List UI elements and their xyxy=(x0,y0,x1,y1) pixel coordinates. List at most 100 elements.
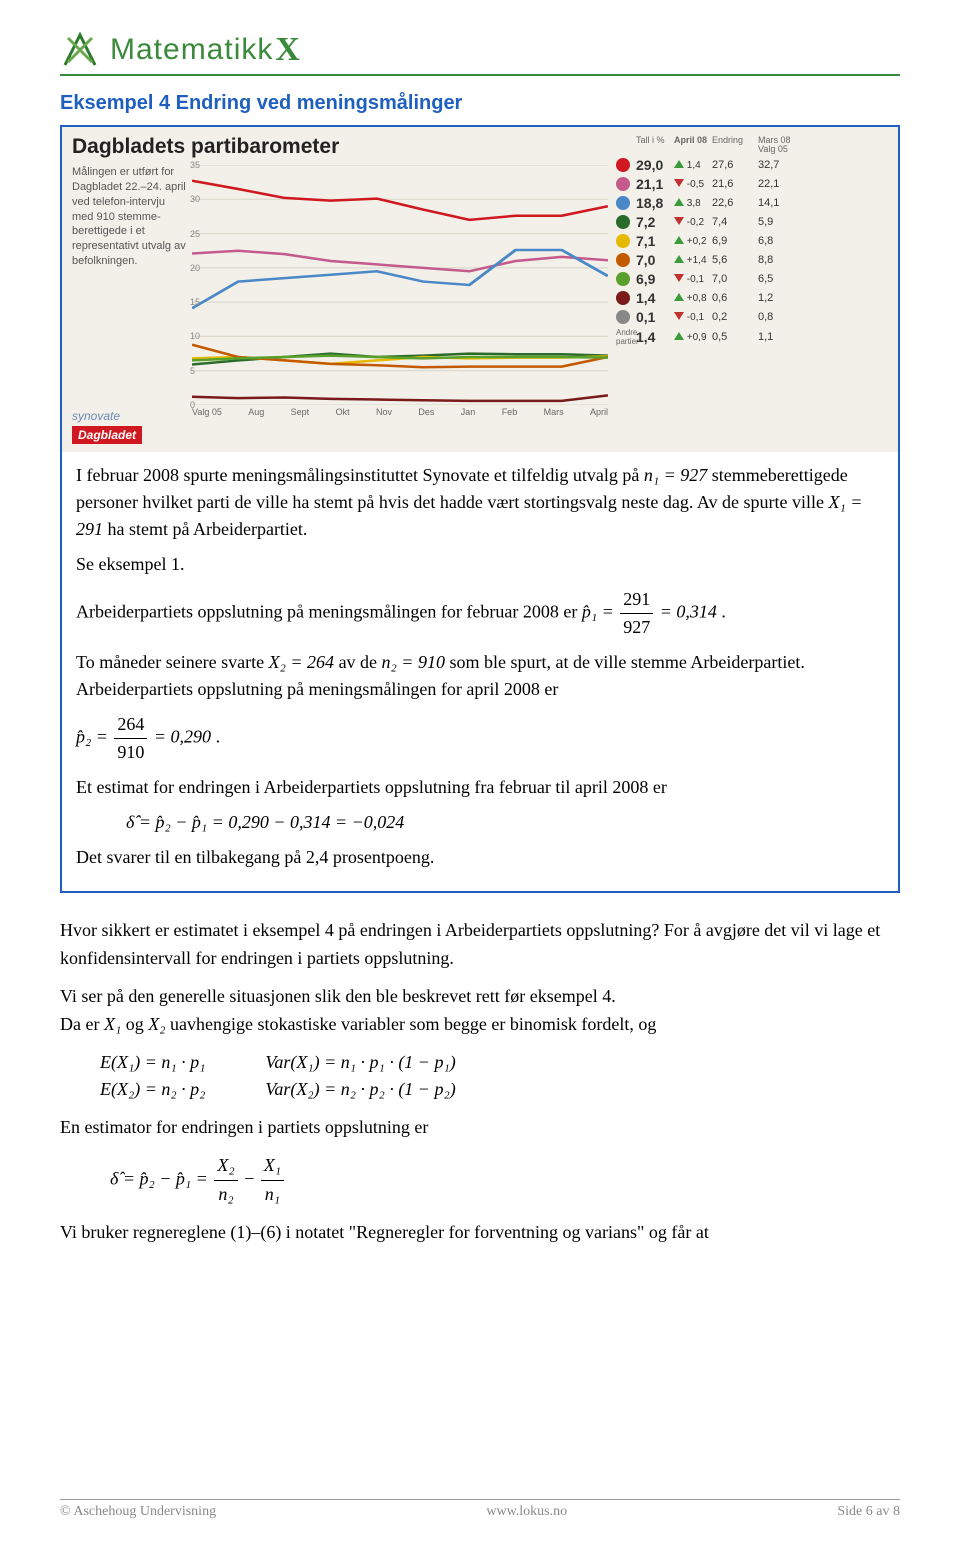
example-body: I februar 2008 spurte meningsmålingsinst… xyxy=(62,452,898,871)
mars-value: 0,5 xyxy=(712,331,758,343)
denominator: n₁ xyxy=(261,1181,284,1209)
party-icon xyxy=(616,310,630,324)
mars-value: 7,4 xyxy=(712,216,758,228)
triangle-down-icon xyxy=(674,312,684,320)
footer-center: www.lokus.no xyxy=(486,1504,567,1520)
math-eq: Var(X₂) = n₂ · p₂ · (1 − p₂) xyxy=(265,1076,455,1104)
value: 1,4 xyxy=(636,329,674,345)
triangle-up-icon xyxy=(674,332,684,340)
valg-value: 6,5 xyxy=(758,273,802,285)
chart-table-row: 7,1 +0,26,96,8 xyxy=(616,233,888,249)
party-icon xyxy=(616,177,630,191)
xtick-label: Des xyxy=(418,407,434,444)
party-icon xyxy=(616,215,630,229)
chart-table-row: 0,1 -0,10,20,8 xyxy=(616,309,888,325)
valg-value: 0,8 xyxy=(758,311,802,323)
triangle-up-icon xyxy=(674,198,684,206)
value: 1,4 xyxy=(636,290,674,306)
change: -0,2 xyxy=(674,216,712,228)
math: X₂ = 264 xyxy=(269,652,334,672)
example-box: Dagbladets partibarometer Målingen er ut… xyxy=(60,125,900,893)
text: uavhengige stokastiske variabler som beg… xyxy=(170,1014,656,1034)
mars-value: 27,6 xyxy=(712,159,758,171)
chart-plot: 05101520253035 xyxy=(192,165,608,405)
mars-value: 5,6 xyxy=(712,254,758,266)
example-title: Eksempel 4 Endring ved meningsmålinger xyxy=(60,92,900,115)
math-eq: E(X₁) = n₁ · p₁ xyxy=(100,1049,205,1077)
mars-value: 7,0 xyxy=(712,273,758,285)
mars-value: 0,2 xyxy=(712,311,758,323)
footer-left: © Aschehoug Undervisning xyxy=(60,1504,216,1520)
text: . xyxy=(216,727,221,747)
chart-table-row: 21,1 -0,521,622,1 xyxy=(616,176,888,192)
math-eq: δ̂ = p̂₂ − p̂₁ = 0,290 − 0,314 = −0,024 xyxy=(126,809,884,836)
math: p̂₂ = xyxy=(76,727,108,747)
math: − xyxy=(244,1169,254,1189)
party-icon xyxy=(616,291,630,305)
chart-table-row: 29,0 1,427,632,7 xyxy=(616,157,888,173)
text: av de xyxy=(339,652,382,672)
denominator: n₂ xyxy=(214,1181,237,1209)
math-eq: Var(X₁) = n₁ · p₁ · (1 − p₁) xyxy=(265,1049,455,1077)
value: 7,2 xyxy=(636,214,674,230)
math: p̂₁ = xyxy=(582,602,614,622)
value: 0,1 xyxy=(636,309,674,325)
logo-icon xyxy=(60,30,100,70)
math: δ̂ = p̂₂ − p̂₁ = xyxy=(110,1169,208,1189)
xtick-label: Okt xyxy=(336,407,350,444)
valg-value: 6,8 xyxy=(758,235,802,247)
text: Da er xyxy=(60,1014,104,1034)
text: Et estimat for endringen i Arbeiderparti… xyxy=(76,774,884,801)
numerator: 264 xyxy=(114,711,147,739)
chart-table-row: 1,4 +0,80,61,2 xyxy=(616,290,888,306)
value: 18,8 xyxy=(636,195,674,211)
triangle-up-icon xyxy=(674,255,684,263)
brand-x: X xyxy=(275,31,300,69)
chart-table: Tall i % April 08 Endring Mars 08 Valg 0… xyxy=(608,135,888,444)
valg-value: 14,1 xyxy=(758,197,802,209)
chart-table-row: 6,9 -0,17,06,5 xyxy=(616,271,888,287)
party-icon: Andre partier xyxy=(616,328,636,346)
numerator: X₂ xyxy=(214,1152,237,1181)
value: 6,9 xyxy=(636,271,674,287)
valg-value: 8,8 xyxy=(758,254,802,266)
valg-value: 1,1 xyxy=(758,331,802,343)
math: = 0,314 xyxy=(660,602,717,622)
ytick-label: 0 xyxy=(190,400,195,410)
triangle-down-icon xyxy=(674,274,684,282)
party-icon xyxy=(616,158,630,172)
chart-xaxis: Valg 05AugSeptOktNovDesJanFebMarsApril xyxy=(192,405,608,444)
triangle-down-icon xyxy=(674,179,684,187)
xtick-label: Valg 05 xyxy=(192,407,222,444)
chart-table-row: 18,8 3,822,614,1 xyxy=(616,195,888,211)
change: +0,8 xyxy=(674,292,712,304)
body-continued: Hvor sikkert er estimatet i eksempel 4 p… xyxy=(60,917,900,1247)
party-icon xyxy=(616,272,630,286)
triangle-up-icon xyxy=(674,160,684,168)
text: og xyxy=(126,1014,149,1034)
dagbladet-badge: Dagbladet xyxy=(72,426,142,444)
ytick-label: 20 xyxy=(190,263,200,273)
chart-table-row: 7,0 +1,45,68,8 xyxy=(616,252,888,268)
change: +1,4 xyxy=(674,254,712,266)
synovate-label: synovate xyxy=(72,409,192,423)
xtick-label: Nov xyxy=(376,407,392,444)
ytick-label: 5 xyxy=(190,366,195,376)
chart-table-row: Andre partier1,4 +0,90,51,1 xyxy=(616,328,888,346)
ytick-label: 25 xyxy=(190,229,200,239)
xtick-label: Mars xyxy=(544,407,564,444)
text: I februar 2008 spurte meningsmålingsinst… xyxy=(76,465,644,485)
ytick-label: 35 xyxy=(190,160,200,170)
triangle-down-icon xyxy=(674,217,684,225)
valg-value: 1,2 xyxy=(758,292,802,304)
chart-subtitle: Målingen er utført for Dagbladet 22.–24.… xyxy=(72,165,192,405)
xtick-label: Feb xyxy=(502,407,518,444)
text: ha stemt på Arbeiderpartiet. xyxy=(108,519,308,539)
chart-container: Dagbladets partibarometer Målingen er ut… xyxy=(62,127,898,452)
value: 21,1 xyxy=(636,176,674,192)
triangle-up-icon xyxy=(674,293,684,301)
page-footer: © Aschehoug Undervisning www.lokus.no Si… xyxy=(60,1499,900,1520)
value: 7,1 xyxy=(636,233,674,249)
text: Vi ser på den generelle situasjonen slik… xyxy=(60,986,616,1006)
change: -0,5 xyxy=(674,178,712,190)
